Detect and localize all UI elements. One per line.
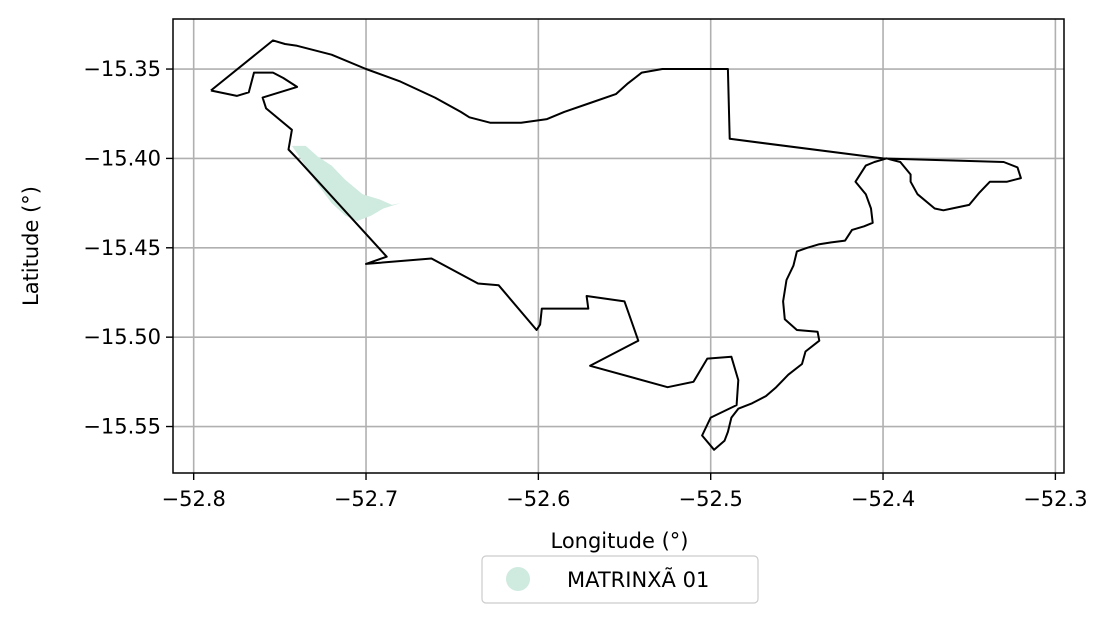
y-tick-label: −15.45 bbox=[83, 236, 161, 260]
legend: MATRINXÃ 01 bbox=[481, 555, 759, 604]
legend-marker bbox=[506, 567, 530, 591]
y-axis-label: Latitude (°) bbox=[19, 186, 43, 306]
y-tick-label: −15.35 bbox=[83, 57, 161, 81]
feature-layer bbox=[291, 145, 401, 221]
y-tick-label: −15.40 bbox=[83, 146, 161, 170]
feature-polygon bbox=[291, 145, 401, 221]
y-tick-label: −15.50 bbox=[83, 325, 161, 349]
x-tick-label: −52.5 bbox=[679, 487, 743, 511]
boundary-layer bbox=[210, 39, 1022, 451]
grid-lines bbox=[173, 19, 1064, 473]
boundary-outline bbox=[210, 39, 1022, 451]
x-tick-label: −52.7 bbox=[334, 487, 398, 511]
x-tick-label: −52.3 bbox=[1023, 487, 1087, 511]
x-tick-label: −52.8 bbox=[162, 487, 226, 511]
plot-frame bbox=[172, 18, 1065, 474]
x-axis-ticks: −52.8 −52.7 −52.6 −52.5 −52.4 −52.3 bbox=[162, 473, 1088, 511]
legend-box bbox=[481, 555, 759, 604]
y-axis-ticks: −15.35 −15.40 −15.45 −15.50 −15.55 bbox=[83, 57, 173, 439]
x-axis-label: Longitude (°) bbox=[550, 529, 688, 553]
x-tick-label: −52.4 bbox=[851, 487, 915, 511]
x-tick-label: −52.6 bbox=[506, 487, 570, 511]
y-tick-label: −15.55 bbox=[83, 415, 161, 439]
legend-entry-label: MATRINXÃ 01 bbox=[567, 566, 709, 592]
